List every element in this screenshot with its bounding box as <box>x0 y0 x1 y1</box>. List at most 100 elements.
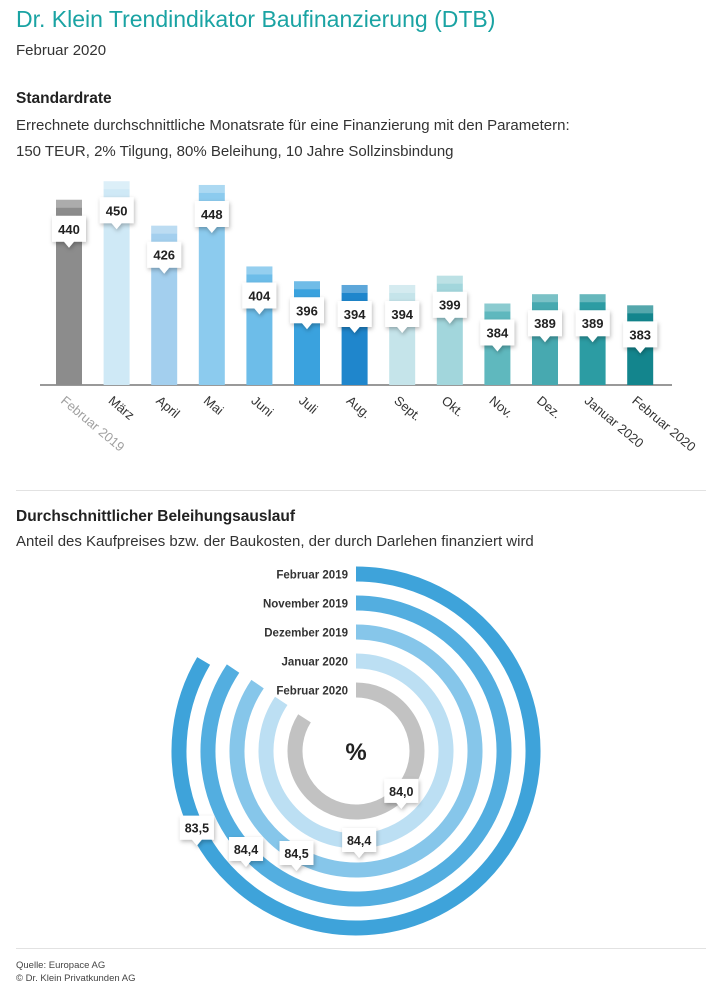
category-label: März <box>106 393 138 423</box>
section-divider <box>16 490 706 491</box>
footer-copyright: © Dr. Klein Privatkunden AG <box>16 973 136 984</box>
section-heading-standardrate: Standardrate <box>16 90 112 107</box>
data-label-callout <box>147 241 182 274</box>
data-label-box <box>290 297 324 330</box>
series-name: Januar 2020 <box>282 657 349 669</box>
bar-top-highlight <box>294 281 320 290</box>
data-label-box <box>99 197 134 230</box>
category-label: April <box>153 393 183 421</box>
data-label-callout <box>432 291 467 324</box>
bar-top-highlight <box>151 225 178 234</box>
category-label: Juni <box>248 393 276 420</box>
bar <box>294 281 320 385</box>
data-label: 389 <box>534 316 556 331</box>
data-label: 389 <box>582 316 604 331</box>
data-label: 394 <box>344 307 366 322</box>
data-label-callout <box>99 197 134 230</box>
data-label: 448 <box>201 207 223 222</box>
data-label: 384 <box>487 326 509 341</box>
value-label: 84,4 <box>347 834 371 848</box>
data-label-callout <box>194 200 229 233</box>
footer-divider <box>16 948 706 949</box>
series-name: Dezember 2019 <box>264 628 348 640</box>
bar-top-highlight <box>198 184 225 193</box>
center-label: % <box>345 739 366 766</box>
bar-top-highlight <box>56 199 82 208</box>
value-label-box <box>229 837 264 868</box>
page-subtitle: Februar 2020 <box>16 42 107 59</box>
footer-source: Quelle: Europace AG <box>16 960 106 971</box>
bar-top-highlight <box>436 275 463 284</box>
value-label-box <box>179 815 214 846</box>
data-label-box <box>432 291 467 324</box>
data-label: 394 <box>391 307 413 322</box>
data-label-box <box>528 310 562 343</box>
category-label: Mai <box>201 393 227 418</box>
bar <box>389 284 416 385</box>
data-label-box <box>385 300 420 333</box>
data-label: 450 <box>106 203 128 218</box>
bar-top-highlight <box>532 294 558 303</box>
data-label: 399 <box>439 298 461 313</box>
bar <box>341 284 368 385</box>
value-label: 84,0 <box>389 785 413 799</box>
data-label: 396 <box>296 303 318 318</box>
data-label-box <box>623 321 658 354</box>
bar-top-highlight <box>627 305 654 314</box>
data-label: 426 <box>153 248 175 263</box>
radial-bar <box>200 595 512 907</box>
data-label-box <box>194 200 229 233</box>
radial-bar <box>287 682 425 820</box>
data-label-callout <box>52 215 86 248</box>
data-label-callout <box>575 310 610 343</box>
data-label-box <box>147 241 182 274</box>
bar-top-highlight <box>341 284 368 293</box>
data-label-callout <box>337 300 372 333</box>
category-label: Sept. <box>391 393 424 424</box>
data-label-callout <box>385 300 420 333</box>
category-label: Okt. <box>439 393 467 420</box>
value-label-callout <box>179 815 214 846</box>
radial-bar <box>171 566 541 936</box>
data-label-callout <box>290 297 324 330</box>
section-heading-beleihungsauslauf: Durchschnittlicher Beleihungsauslauf <box>16 508 296 525</box>
series-name: Februar 2019 <box>276 570 348 582</box>
data-label: 440 <box>58 222 80 237</box>
data-label: 383 <box>629 327 651 342</box>
bar-top-highlight <box>579 294 606 303</box>
data-label-box <box>242 282 277 315</box>
value-label-callout <box>384 778 419 809</box>
data-label-box <box>575 310 610 343</box>
category-label: Dez. <box>534 393 564 422</box>
data-label-box <box>480 319 515 352</box>
section-description-line2: 150 TEUR, 2% Tilgung, 80% Beleihung, 10 … <box>16 143 454 160</box>
data-label-box <box>337 300 372 333</box>
value-label-callout <box>342 827 377 858</box>
page-title: Dr. Klein Trendindikator Baufinanzierung… <box>16 6 496 32</box>
data-label-callout <box>623 321 658 354</box>
bar-top-highlight <box>484 303 511 312</box>
value-label-callout <box>279 841 314 872</box>
bar-top-highlight <box>246 266 273 275</box>
series-name: Februar 2020 <box>276 686 348 698</box>
data-label: 404 <box>249 288 271 303</box>
value-label: 84,5 <box>284 847 308 861</box>
value-label-box <box>384 778 419 809</box>
value-label-callout <box>229 837 264 868</box>
data-label-callout <box>528 310 562 343</box>
value-label-box <box>279 841 314 872</box>
category-label: Juli <box>296 393 321 417</box>
data-label-box <box>52 215 86 248</box>
category-label: Nov. <box>486 393 515 421</box>
bar-top-highlight <box>389 284 416 293</box>
radial-bar <box>258 653 454 849</box>
bar-top-highlight <box>103 181 130 190</box>
data-label-callout <box>242 282 277 315</box>
section-description-line1: Errechnete durchschnittliche Monatsrate … <box>16 117 570 134</box>
data-label-callout <box>480 319 515 352</box>
value-label-box <box>342 827 377 858</box>
value-label: 84,4 <box>234 843 258 857</box>
radial-chart: Februar 2019 83,5 November 2019 84,4 Dezembe… <box>171 566 541 936</box>
series-name: November 2019 <box>263 599 348 611</box>
